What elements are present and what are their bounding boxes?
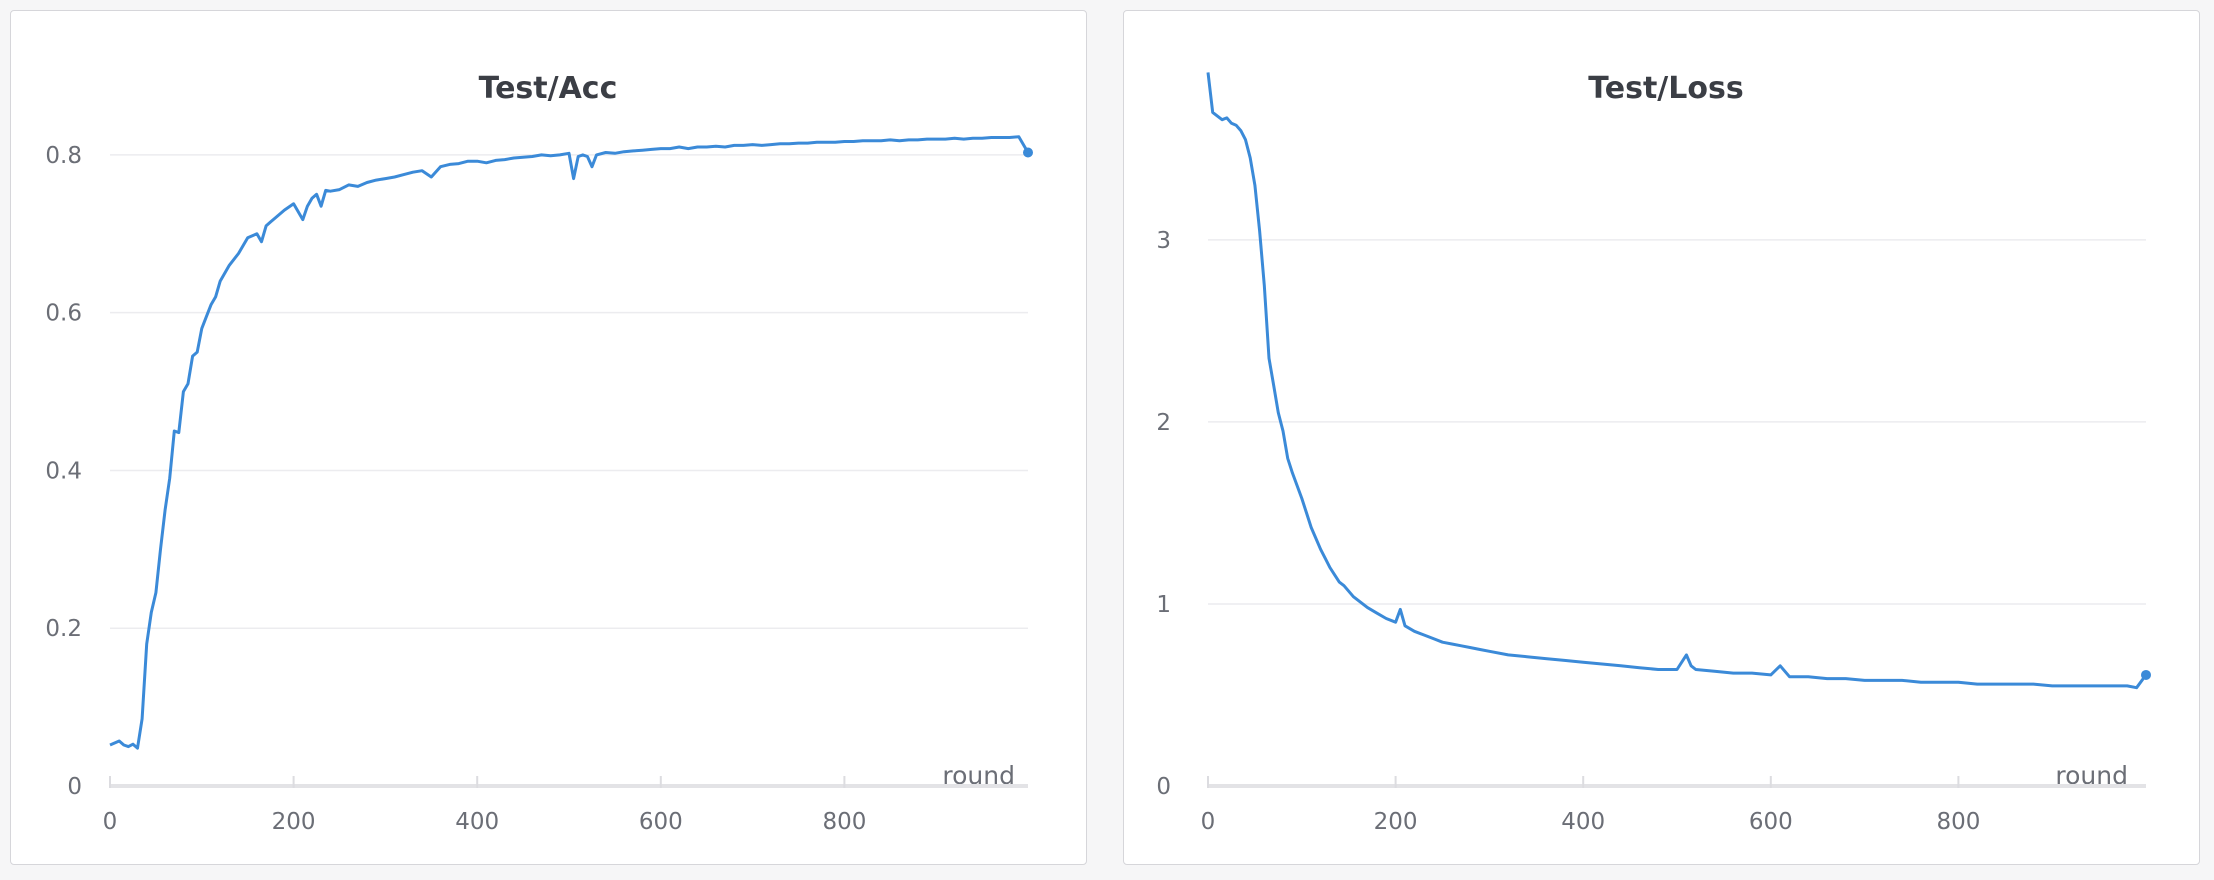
test-acc-chart: Test/Acc round 00.20.40.60.80 200 400 600 80… xyxy=(45,71,1033,835)
y-tick-label: 0.8 xyxy=(45,143,82,169)
y-tick-label: 1 xyxy=(1156,592,1171,618)
y-tick-label: 2 xyxy=(1156,410,1171,436)
x-tick-label: 400 xyxy=(1561,809,1605,835)
x-tick-label: 200 xyxy=(1374,809,1418,835)
chart-panel-test-acc: Test/Acc round 0 0.2 0.4 0.6 0.8 0 200 400 600 80… xyxy=(10,10,1087,865)
x-tick-label: 600 xyxy=(1749,809,1793,835)
chart-title: Test/Loss xyxy=(1588,71,1743,106)
y-tick-label: 3 xyxy=(1156,228,1171,254)
x-tick-label: 800 xyxy=(1936,809,1980,835)
y-tick-label: 0.4 xyxy=(45,458,82,484)
chart-panel-test-loss: Test/Loss round 0 1 2 3 0 200 400 600 800 xyxy=(1123,10,2200,865)
x-tick-label: 0 xyxy=(103,809,118,835)
series-end-point xyxy=(2141,669,2151,680)
y-tick-label: 0.6 xyxy=(45,301,82,327)
chart-title: Test/Acc xyxy=(479,71,618,106)
x-tick-label: 600 xyxy=(639,809,683,835)
x-tick-label: 0 xyxy=(1201,809,1216,835)
y-tick-label: 0 xyxy=(1156,774,1171,800)
x-tick-label: 800 xyxy=(822,809,866,835)
x-tick-label: 200 xyxy=(272,809,316,835)
x-tick-label: 400 xyxy=(455,809,499,835)
series-end-point xyxy=(1023,147,1033,158)
series-line xyxy=(109,135,1030,750)
y-tick-label: 0.2 xyxy=(45,616,82,642)
series-line xyxy=(1206,72,2148,690)
y-tick-label: 0 xyxy=(67,774,82,800)
